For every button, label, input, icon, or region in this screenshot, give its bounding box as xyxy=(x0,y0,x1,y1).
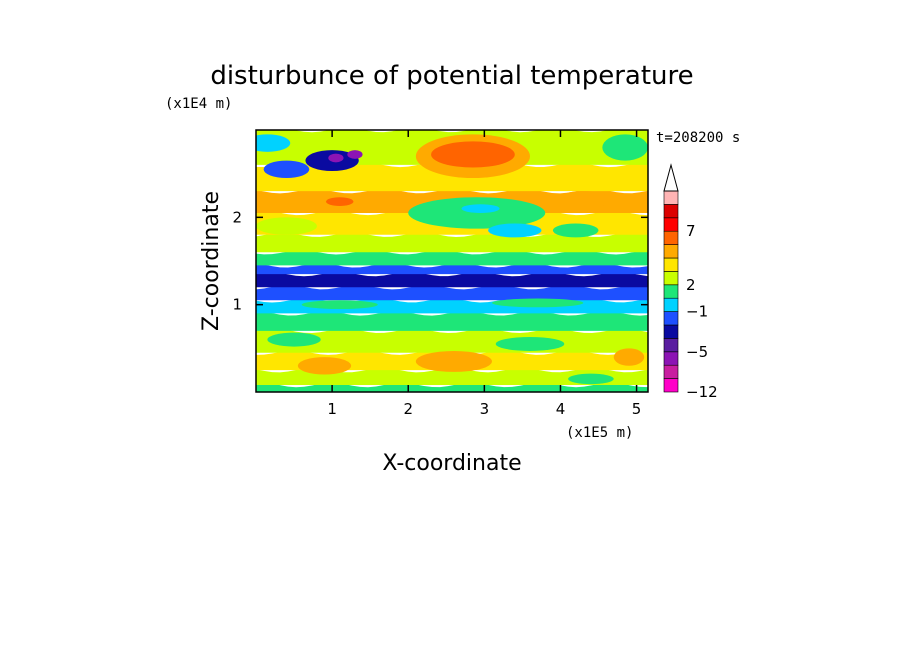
colorbar-segment xyxy=(663,204,679,219)
contour-band xyxy=(256,271,648,288)
colorbar-tick-label: −12 xyxy=(686,383,718,401)
colorbar-overflow-arrow xyxy=(663,163,679,192)
y-tick-label: 2 xyxy=(232,208,242,226)
contour-blob xyxy=(267,332,321,347)
contour-blob xyxy=(415,350,492,372)
contour-blob xyxy=(301,300,378,310)
contour-blob xyxy=(297,357,352,375)
contour-blob xyxy=(408,197,546,229)
contour-blob xyxy=(491,298,584,308)
colorbar-tick-label: 7 xyxy=(686,222,696,240)
x-tick-label: 2 xyxy=(403,400,413,418)
x-axis-ticks: 1 2 3 4 5 xyxy=(327,130,641,418)
contour-blob xyxy=(461,204,500,213)
y-unit-label: (x1E4 m) xyxy=(165,96,232,112)
contour-blob xyxy=(326,197,354,206)
x-tick-label: 1 xyxy=(327,400,337,418)
colorbar-segment xyxy=(663,297,679,312)
contour-blob xyxy=(256,134,291,152)
colorbar-segment xyxy=(663,311,679,326)
plot-frame xyxy=(255,129,649,393)
colorbar-segment xyxy=(663,284,679,299)
contour-blob xyxy=(602,134,648,161)
contour-blob xyxy=(568,373,614,385)
colorbar-segment xyxy=(663,230,679,245)
colorbar-segment xyxy=(663,217,679,232)
x-axis-label: X-coordinate xyxy=(382,451,521,476)
contour-band xyxy=(256,367,648,386)
colorbar: 7 2 −1 −5 −12 xyxy=(663,163,718,401)
contour-band xyxy=(256,232,648,253)
colorbar-segment xyxy=(663,271,679,286)
contour-band xyxy=(256,285,648,301)
contour-band xyxy=(256,311,648,331)
contour-blob xyxy=(256,217,317,235)
contour-blob xyxy=(552,223,599,238)
contour-band xyxy=(256,263,648,275)
y-axis-ticks: 12 xyxy=(232,208,648,314)
y-axis-label: Z-coordinate xyxy=(199,191,224,331)
colorbar-segment xyxy=(663,378,679,393)
contour-band xyxy=(256,162,648,192)
time-label: t=208200 s xyxy=(656,130,740,146)
contour-blob xyxy=(328,153,344,163)
contour-blob xyxy=(431,141,515,168)
colorbar-segment xyxy=(663,351,679,366)
x-tick-label: 4 xyxy=(556,400,566,418)
contour-blob xyxy=(556,191,610,209)
contour-blob xyxy=(495,336,565,351)
colorbar-segment xyxy=(663,364,679,379)
y-tick-label: 1 xyxy=(232,296,242,314)
chart-title: disturbunce of potential temperature xyxy=(210,61,693,91)
contour-blob xyxy=(488,223,542,238)
colorbar-segment xyxy=(663,190,679,205)
x-tick-label: 5 xyxy=(632,400,642,418)
colorbar-segment xyxy=(663,324,679,339)
colorbar-segment xyxy=(663,338,679,353)
colorbar-tick-label: −1 xyxy=(686,303,708,321)
contour-blob xyxy=(613,348,645,366)
colorbar-tick-label: 2 xyxy=(686,276,696,294)
contour-blob xyxy=(263,160,310,179)
contour-band xyxy=(256,382,648,392)
colorbar-tick-label: −5 xyxy=(686,343,708,361)
contour-band xyxy=(256,250,648,266)
contour-blob xyxy=(347,150,363,159)
colorbar-segment xyxy=(663,257,679,272)
x-unit-label: (x1E5 m) xyxy=(566,425,633,441)
x-tick-label: 3 xyxy=(480,400,490,418)
contour-field xyxy=(256,130,648,392)
colorbar-segment xyxy=(663,244,679,259)
